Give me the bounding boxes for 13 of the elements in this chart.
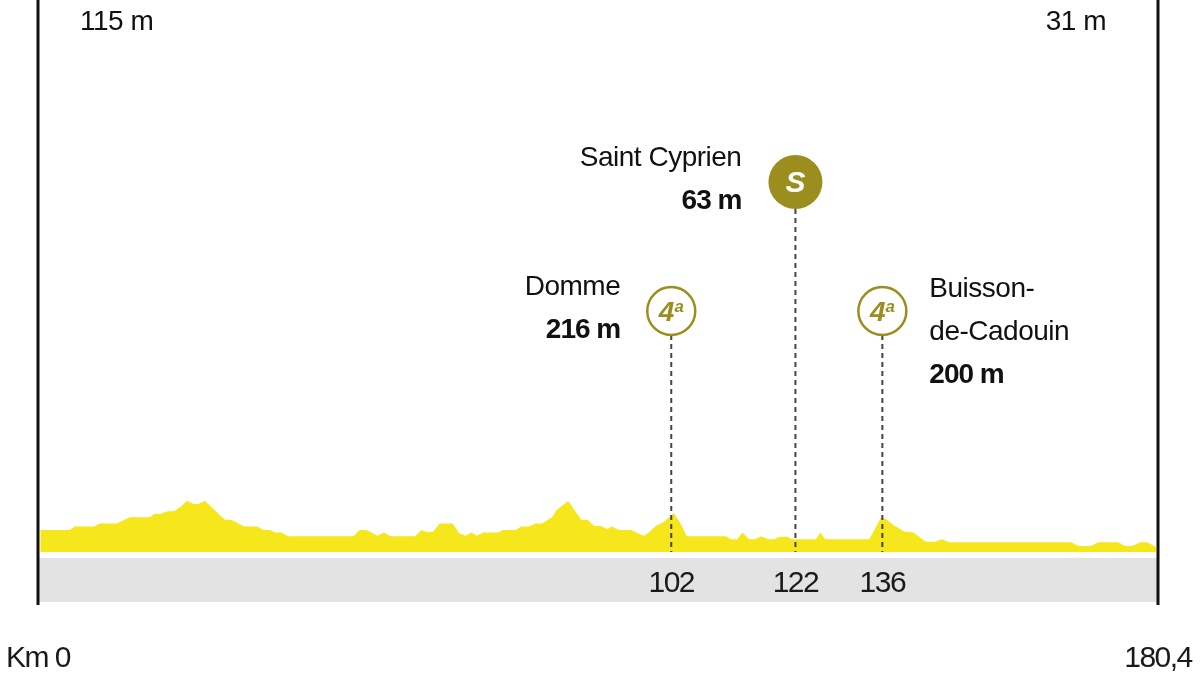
ref-line-label: 180,4: [1124, 640, 1193, 673]
text: Saint Cyprien 63 m: [579, 141, 742, 215]
x-tick-label: 102: [648, 565, 695, 598]
x-tick-label: 122: [772, 565, 820, 598]
ref-line-label: 4$^{a}$: [657, 296, 684, 327]
ref-line-label: S: [785, 165, 806, 198]
ref-line-label: Km 0: [5, 640, 71, 673]
ref-line-label: 4$^{a}$: [868, 296, 895, 327]
text: Buisson- de-Cadouin 200 m: [929, 272, 1070, 389]
text: 31 m: [1045, 5, 1106, 36]
x-tick-label: 136: [859, 565, 906, 598]
text: 115 m: [80, 5, 154, 36]
text: Domme 216 m: [524, 270, 621, 344]
